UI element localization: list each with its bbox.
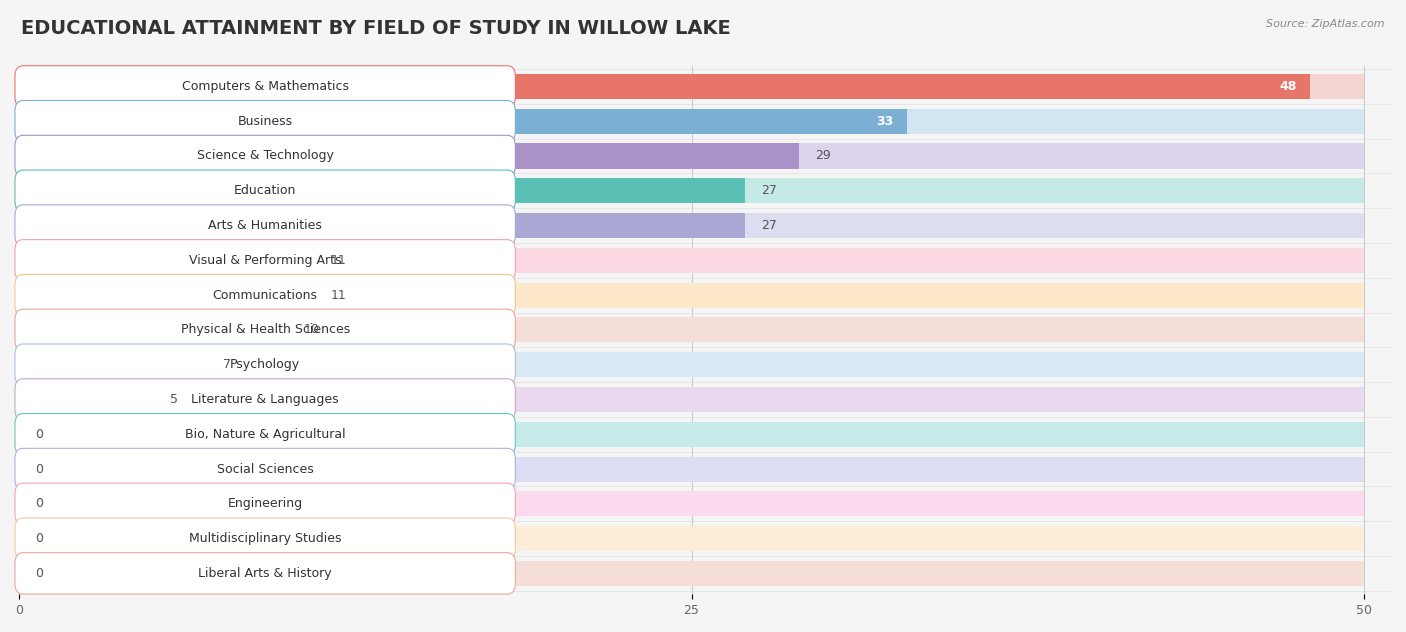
FancyBboxPatch shape (15, 379, 516, 420)
Bar (20, 317, 1364, 343)
Bar (20, 143, 799, 169)
Bar (20, 456, 27, 482)
Bar (20, 213, 1364, 238)
Text: 48: 48 (1279, 80, 1296, 93)
Text: EDUCATIONAL ATTAINMENT BY FIELD OF STUDY IN WILLOW LAKE: EDUCATIONAL ATTAINMENT BY FIELD OF STUDY… (21, 19, 731, 38)
Text: Science & Technology: Science & Technology (197, 150, 333, 162)
Text: 29: 29 (815, 150, 831, 162)
Text: 0: 0 (35, 497, 44, 510)
FancyBboxPatch shape (15, 553, 516, 594)
Text: 10: 10 (304, 324, 321, 336)
Bar (20, 526, 27, 551)
Text: 0: 0 (35, 428, 44, 441)
FancyBboxPatch shape (15, 309, 516, 351)
Bar (20, 317, 288, 343)
Bar (20, 248, 315, 273)
FancyBboxPatch shape (15, 413, 516, 455)
Bar (20, 74, 1310, 99)
FancyBboxPatch shape (15, 344, 516, 386)
Bar (20, 178, 1364, 204)
Text: Communications: Communications (212, 289, 318, 301)
Text: 5: 5 (170, 393, 177, 406)
Text: 7: 7 (224, 358, 232, 371)
Bar (20, 491, 1364, 516)
Bar (20, 422, 27, 447)
Bar (20, 387, 153, 412)
FancyBboxPatch shape (15, 100, 516, 142)
Bar (20, 352, 207, 377)
Bar (20, 456, 1364, 482)
FancyBboxPatch shape (15, 518, 516, 559)
Bar (20, 526, 1364, 551)
Text: 0: 0 (35, 567, 44, 580)
Text: Literature & Languages: Literature & Languages (191, 393, 339, 406)
Text: Source: ZipAtlas.com: Source: ZipAtlas.com (1267, 19, 1385, 29)
Text: Psychology: Psychology (231, 358, 301, 371)
Text: Multidisciplinary Studies: Multidisciplinary Studies (188, 532, 342, 545)
Text: Business: Business (238, 115, 292, 128)
FancyBboxPatch shape (15, 66, 516, 107)
Text: 27: 27 (762, 185, 778, 197)
Bar (20, 143, 1364, 169)
Text: 11: 11 (330, 289, 347, 301)
FancyBboxPatch shape (15, 448, 516, 490)
Text: Education: Education (233, 185, 297, 197)
FancyBboxPatch shape (15, 240, 516, 281)
Text: Engineering: Engineering (228, 497, 302, 510)
Bar (20, 283, 1364, 308)
Bar (20, 283, 315, 308)
Bar (20, 109, 1364, 134)
Text: Physical & Health Sciences: Physical & Health Sciences (180, 324, 350, 336)
Text: 11: 11 (330, 254, 347, 267)
Bar (20, 491, 27, 516)
Text: Social Sciences: Social Sciences (217, 463, 314, 475)
Bar (20, 178, 745, 204)
FancyBboxPatch shape (15, 274, 516, 316)
Bar (20, 248, 1364, 273)
Text: Computers & Mathematics: Computers & Mathematics (181, 80, 349, 93)
Bar (20, 74, 1364, 99)
Bar (20, 213, 745, 238)
Text: Bio, Nature & Agricultural: Bio, Nature & Agricultural (184, 428, 346, 441)
Bar (20, 422, 1364, 447)
Bar (20, 109, 907, 134)
Text: Liberal Arts & History: Liberal Arts & History (198, 567, 332, 580)
Bar (20, 387, 1364, 412)
Bar (20, 561, 1364, 586)
FancyBboxPatch shape (15, 483, 516, 525)
Text: Arts & Humanities: Arts & Humanities (208, 219, 322, 232)
FancyBboxPatch shape (15, 135, 516, 177)
Bar (20, 352, 1364, 377)
Text: Visual & Performing Arts: Visual & Performing Arts (188, 254, 342, 267)
Text: 33: 33 (876, 115, 893, 128)
Bar (20, 561, 27, 586)
Text: 0: 0 (35, 532, 44, 545)
FancyBboxPatch shape (15, 170, 516, 212)
Text: 27: 27 (762, 219, 778, 232)
Text: 0: 0 (35, 463, 44, 475)
FancyBboxPatch shape (15, 205, 516, 246)
